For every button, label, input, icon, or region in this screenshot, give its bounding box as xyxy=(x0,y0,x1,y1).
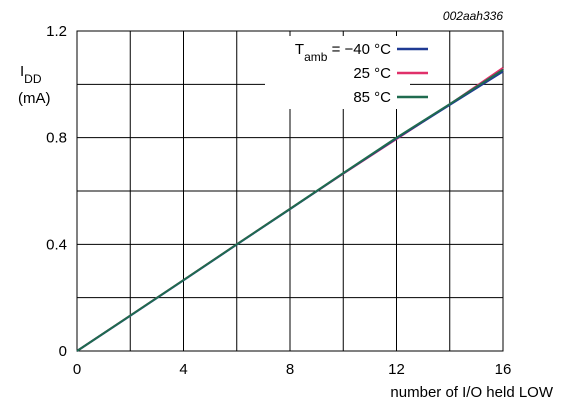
x-tick-label: 4 xyxy=(179,361,187,378)
x-tick-label: 0 xyxy=(73,361,81,378)
legend-label-2: 85 °C xyxy=(353,89,391,106)
legend-series-name: 25 °C xyxy=(353,65,391,82)
y-tick-label: 0.4 xyxy=(46,236,67,253)
y-tick-labels: 0 0.4 0.8 1.2 xyxy=(46,23,67,360)
legend-prefix-sub: amb xyxy=(304,50,328,64)
y-axis-unit: (mA) xyxy=(18,90,51,107)
x-tick-label: 8 xyxy=(286,361,294,378)
y-axis-label: IDD xyxy=(20,63,42,86)
x-tick-label: 12 xyxy=(388,361,405,378)
legend-background xyxy=(265,36,410,109)
legend: Tamb = −40 °C25 °C85 °C xyxy=(265,36,428,109)
legend-prefix-eq: = xyxy=(327,41,344,58)
legend-prefix: T xyxy=(295,41,304,58)
legend-series-name: −40 °C xyxy=(345,41,392,58)
figure-id: 002aah336 xyxy=(443,9,503,23)
y-tick-label: 0 xyxy=(59,343,67,360)
y-axis-label-sub: DD xyxy=(24,72,42,86)
x-tick-labels: 0 4 8 12 16 xyxy=(73,361,512,378)
legend-label-0: Tamb = −40 °C xyxy=(295,41,391,64)
x-tick-label: 16 xyxy=(495,361,512,378)
plot-frame xyxy=(76,30,504,352)
legend-label-1: 25 °C xyxy=(353,65,391,82)
y-axis-label-main: I xyxy=(20,63,24,80)
y-tick-label: 0.8 xyxy=(46,130,67,147)
legend-series-name: 85 °C xyxy=(353,89,391,106)
series-layer xyxy=(76,66,504,352)
x-axis-label: number of I/O held LOW xyxy=(390,384,553,401)
series-line-2 xyxy=(76,68,504,352)
y-tick-label: 1.2 xyxy=(46,23,67,40)
